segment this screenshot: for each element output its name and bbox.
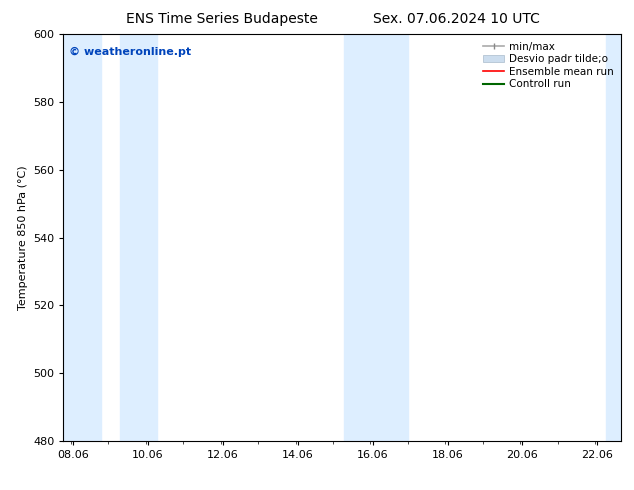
Legend: min/max, Desvio padr tilde;o, Ensemble mean run, Controll run: min/max, Desvio padr tilde;o, Ensemble m… xyxy=(481,40,616,92)
Bar xyxy=(63,34,101,441)
Bar xyxy=(374,34,408,441)
Text: ENS Time Series Budapeste: ENS Time Series Budapeste xyxy=(126,12,318,26)
Text: © weatheronline.pt: © weatheronline.pt xyxy=(69,47,191,56)
Bar xyxy=(120,34,157,441)
Y-axis label: Temperature 850 hPa (°C): Temperature 850 hPa (°C) xyxy=(18,165,27,310)
Text: Sex. 07.06.2024 10 UTC: Sex. 07.06.2024 10 UTC xyxy=(373,12,540,26)
Bar xyxy=(606,34,621,441)
Bar xyxy=(344,34,374,441)
